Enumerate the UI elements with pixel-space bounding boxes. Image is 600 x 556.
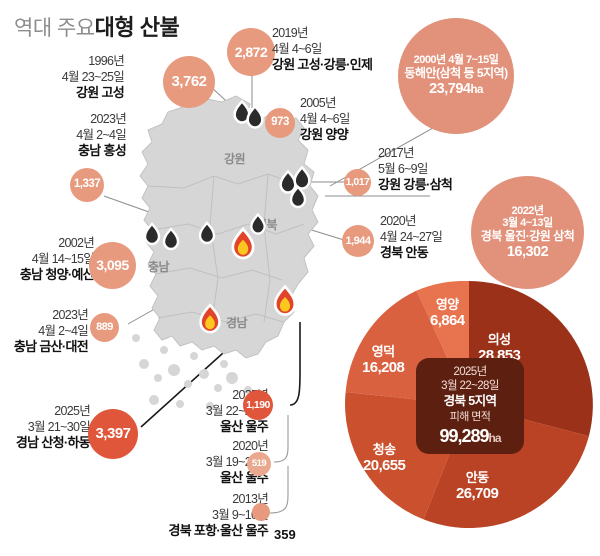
event-year: 2005년 — [300, 96, 337, 110]
bubble-andong-2020[interactable]: 1,944 — [342, 225, 374, 257]
callout-geumsan-2023: 2023년 4월 2~4일 충남 금산·대전 — [4, 308, 89, 356]
event-place: 경남 산청·하동 — [15, 435, 91, 451]
callout-sancheong-2025: 2025년 3월 21~30일 경남 산청·하동 — [2, 404, 91, 452]
event-place: 울산 울주 — [220, 419, 269, 435]
map-region-chungnam: 충남 — [148, 260, 170, 274]
bubble-ulju-2020[interactable]: 519 — [247, 452, 271, 476]
callout-gangwon-2017: 2017년 5월 6~9일 강원 강릉·삼척 — [378, 146, 453, 194]
summary-caption: 피해 면적 — [449, 411, 491, 424]
event-place: 경북 포항·울산 울주 — [168, 523, 268, 539]
event-date: 4월 4~6일 — [272, 41, 322, 56]
event-date: 4월 14~15일 — [31, 251, 95, 266]
callout-hongseong-2023: 2023년 4월 2~4일 충남 홍성 — [12, 112, 126, 160]
title-bold: 대형 산불 — [94, 15, 180, 40]
event-year: 1996년 — [88, 54, 125, 68]
summary-total: 99,289ha — [439, 425, 501, 446]
callout-andong-2020: 2020년 4월 24~27일 경북 안동 — [380, 214, 443, 262]
event-place: 동해안(삼척 등 5지역) — [404, 66, 508, 81]
summary-date: 3월 22~28일 — [441, 380, 499, 393]
title-light: 역대 주요 — [14, 17, 95, 40]
event-place: 충남 홍성 — [78, 143, 127, 159]
map-region-gyeongnam: 경남 — [226, 316, 248, 330]
event-date: 5월 6~9일 — [378, 161, 428, 176]
callout-gangwon-goseong-1996: 1996년 4월 23~25일 강원 고성 — [12, 54, 125, 102]
page-title: 역대 주요대형 산불 — [14, 10, 180, 42]
event-place: 경북 울진·강원 삼척 — [480, 228, 575, 243]
event-place: 강원 고성 — [76, 85, 125, 101]
event-place: 강원 강릉·삼척 — [378, 177, 453, 193]
callout-gangwon-2019: 2019년 4월 4~6일 강원 고성·강릉·인제 — [272, 26, 373, 74]
pie-center-summary: 2025년 3월 22~28일 경북 5지역 피해 면적 99,289ha — [416, 358, 524, 454]
bubble-gangwon-goseong-1996[interactable]: 3,762 — [163, 56, 215, 108]
bubble-donghaean-2000[interactable]: 2000년 4월 7~15일 동해안(삼척 등 5지역) 23,794ha — [398, 18, 514, 134]
event-year: 2013년 — [232, 492, 269, 506]
event-place: 강원 고성·강릉·인제 — [272, 57, 373, 73]
event-value: 23,794ha — [429, 80, 483, 97]
event-year: 2025년 — [54, 404, 91, 418]
map-region-gangwon: 강원 — [224, 152, 246, 166]
event-place: 충남 청양·예산 — [19, 267, 95, 283]
event-date: 3월 4~13일 — [502, 217, 553, 230]
event-date: 4월 4~6일 — [300, 111, 350, 126]
event-date: 4월 2~4일 — [38, 323, 88, 338]
map-region-gyeongbuk: 경북 — [256, 218, 278, 232]
event-date: 3월 21~30일 — [27, 419, 91, 434]
event-year: 2000년 4월 7~15일 — [413, 54, 499, 67]
event-year: 2022년 — [511, 204, 544, 217]
pie-label-andong: 안동 26,709 — [456, 470, 499, 503]
event-year: 2023년 — [90, 112, 127, 126]
pie-label-cheongsong: 청송 20,655 — [363, 442, 406, 475]
bubble-pohang-2013-value: 359 — [274, 527, 296, 542]
summary-region: 경북 5지역 — [443, 394, 497, 409]
event-year: 2017년 — [378, 146, 415, 160]
bubble-hongseong-2023[interactable]: 1,337 — [70, 168, 104, 202]
bubble-cheongyang-2002[interactable]: 3,095 — [89, 242, 136, 289]
bubble-gangwon-2019[interactable]: 2,872 — [227, 28, 275, 76]
event-year: 2002년 — [58, 236, 95, 250]
bubble-uljin-2022[interactable]: 2022년 3월 4~13일 경북 울진·강원 삼척 16,302 — [471, 176, 584, 289]
event-date: 4월 23~25일 — [61, 69, 125, 84]
korea-map — [118, 92, 363, 432]
event-date: 3월 9~10일 — [212, 507, 269, 522]
bubble-gangwon-2017[interactable]: 1,017 — [344, 169, 371, 196]
callout-cheongyang-2002: 2002년 4월 14~15일 충남 청양·예산 — [2, 236, 95, 284]
event-place: 경북 안동 — [380, 245, 429, 261]
pie-label-yeongdeok: 영덕 16,208 — [362, 344, 405, 377]
bubble-ulju-2025[interactable]: 1,190 — [243, 390, 273, 420]
event-value: 16,302 — [506, 243, 549, 260]
event-place: 충남 금산·대전 — [13, 339, 89, 355]
event-place: 강원 양양 — [300, 127, 349, 143]
bubble-geumsan-2023[interactable]: 889 — [90, 313, 119, 342]
event-year: 2023년 — [52, 308, 89, 322]
event-year: 2019년 — [272, 26, 309, 40]
callout-pohang-2013: 2013년 3월 9~10일 경북 포항·울산 울주 — [120, 492, 268, 540]
event-year: 2020년 — [380, 214, 417, 228]
pie-label-yeongyang: 영양 6,864 — [430, 297, 465, 330]
callout-gangwon-yangyang-2005: 2005년 4월 4~6일 강원 양양 — [300, 96, 350, 144]
event-date: 4월 24~27일 — [380, 229, 443, 244]
bubble-gangwon-yangyang-2005[interactable]: 973 — [265, 108, 295, 138]
event-date: 4월 2~4일 — [76, 127, 126, 142]
bubble-pohang-2013[interactable] — [252, 503, 270, 521]
event-year: 2020년 — [232, 439, 269, 453]
summary-year: 2025년 — [453, 365, 487, 378]
bubble-sancheong-2025[interactable]: 3,397 — [88, 409, 138, 459]
